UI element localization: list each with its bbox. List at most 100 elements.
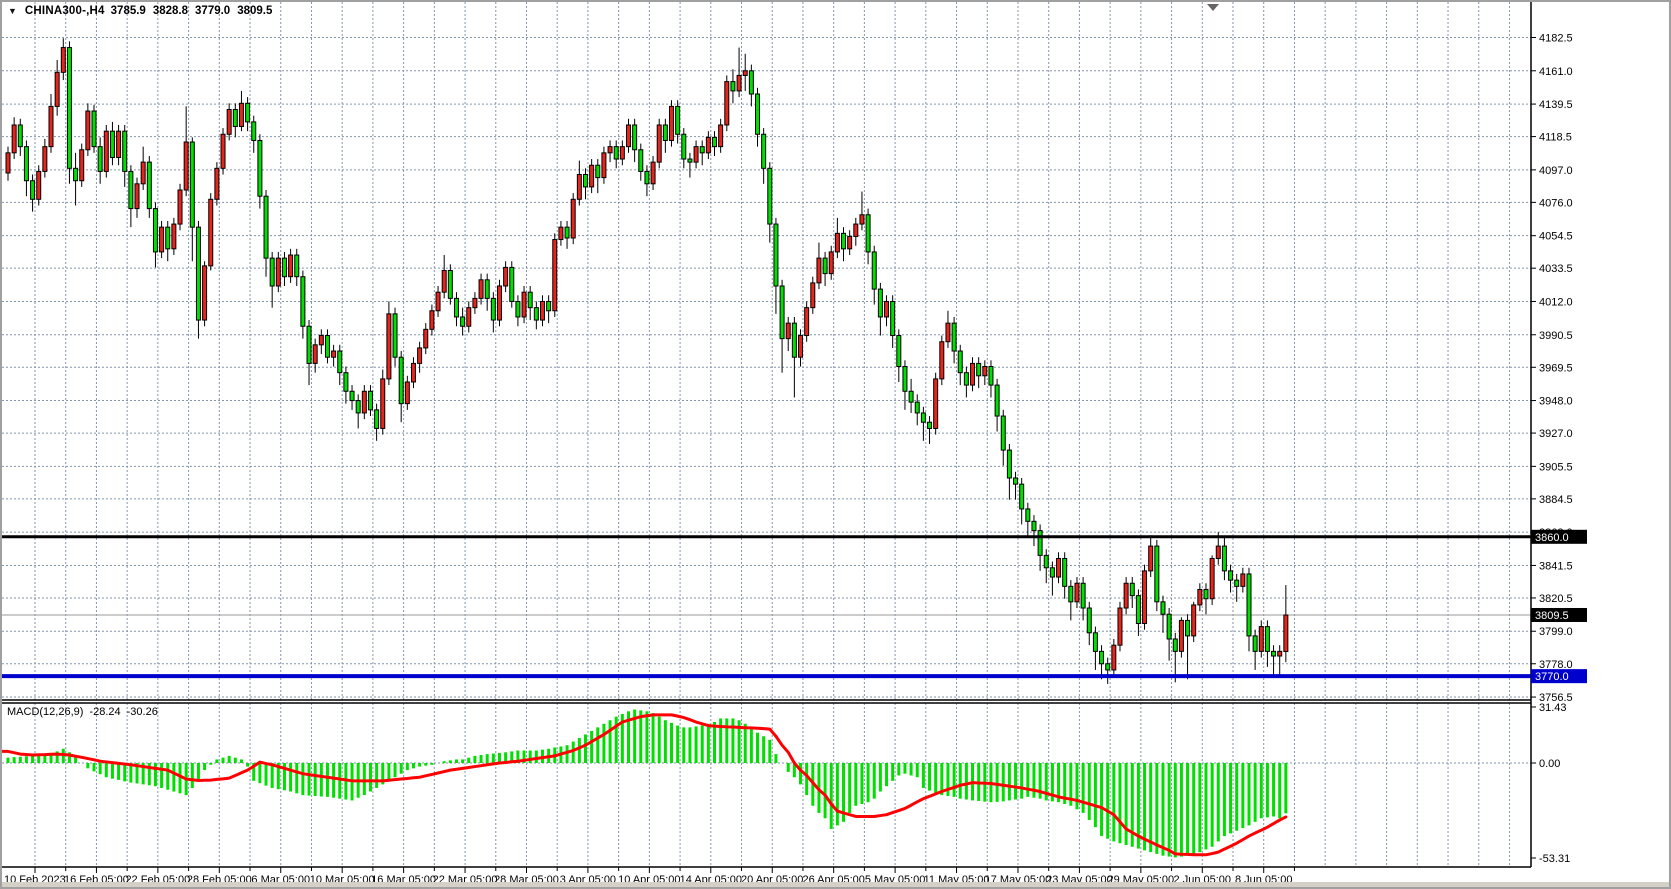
bear-candle: [957, 350, 963, 374]
bull-candle: [288, 254, 294, 278]
macd-bar: [706, 723, 710, 763]
price-tick-label: 3799.0: [1539, 626, 1573, 638]
macd-bar: [49, 754, 53, 763]
macd-bar: [123, 763, 127, 782]
bear-candle: [896, 335, 902, 367]
macd-bar: [842, 763, 846, 822]
macd-bar: [239, 759, 243, 763]
bull-candle: [970, 362, 976, 386]
bull-candle: [496, 285, 502, 321]
bull-candle: [810, 282, 816, 309]
bull-candle: [1178, 619, 1184, 652]
bull-candle: [785, 322, 791, 340]
macd-bar: [1136, 763, 1140, 849]
bear-candle: [675, 105, 681, 135]
macd-bar: [608, 720, 612, 763]
bull-candle: [1142, 570, 1148, 625]
bear-candle: [306, 325, 312, 364]
bull-candle: [539, 300, 545, 321]
bull-candle: [668, 105, 674, 141]
macd-bar: [1130, 763, 1134, 847]
bull-candle: [417, 347, 423, 364]
price-tick-label: 3778.0: [1539, 659, 1573, 671]
macd-bar: [1186, 763, 1190, 856]
bear-candle: [146, 161, 152, 210]
bear-candle: [1099, 650, 1105, 665]
macd-bar: [1222, 763, 1226, 837]
macd-bar: [1192, 763, 1196, 854]
macd-bar: [903, 763, 907, 774]
bull-candle: [804, 307, 810, 337]
macd-bar: [909, 763, 913, 776]
macd-bar: [731, 718, 735, 763]
macd-bar: [725, 718, 729, 763]
macd-bar: [915, 763, 919, 778]
bear-candle: [1006, 449, 1012, 479]
bull-candle: [1283, 614, 1289, 653]
macd-main-value: -28.24: [89, 706, 121, 718]
macd-bar: [227, 755, 231, 763]
bull-candle: [54, 71, 60, 107]
bull-candle: [386, 313, 392, 380]
macd-bar: [719, 718, 723, 763]
bull-candle: [503, 266, 509, 287]
symbol-dropdown-icon[interactable]: ▼: [8, 5, 17, 16]
bull-candle: [5, 152, 11, 174]
macd-bar: [276, 763, 280, 790]
macd-bar: [946, 763, 950, 796]
macd-bar: [442, 761, 446, 763]
macd-bar: [596, 727, 600, 763]
bull-candle: [238, 102, 244, 128]
macd-bar: [117, 763, 121, 780]
bull-candle: [116, 130, 122, 158]
bull-candle: [933, 378, 939, 429]
bull-candle: [847, 235, 853, 250]
macd-bar: [1100, 763, 1104, 837]
bear-candle: [644, 170, 650, 185]
bear-candle: [595, 164, 601, 179]
macd-bar: [885, 763, 889, 787]
macd-bar: [504, 752, 508, 763]
grid-layer: [2, 2, 1531, 867]
bull-candle: [36, 170, 42, 200]
bull-candle: [650, 161, 656, 185]
bear-candle: [1172, 638, 1178, 652]
bull-candle: [705, 136, 711, 154]
bear-candle: [1252, 635, 1258, 652]
price-badge-3770.0: 3770.0: [1531, 669, 1587, 684]
bull-candle: [171, 223, 177, 250]
macd-bar: [153, 763, 157, 787]
macd-bar: [6, 757, 10, 763]
bear-candle: [865, 214, 871, 253]
bull-candle: [275, 257, 281, 287]
bear-candle: [300, 276, 306, 327]
bull-candle: [1277, 650, 1283, 657]
macd-bar: [676, 725, 680, 763]
macd-bar: [282, 763, 286, 791]
price-tick-label: 3756.5: [1539, 692, 1573, 704]
macd-bar: [577, 738, 581, 763]
bull-candle: [318, 335, 324, 346]
price-badge-label: 3770.0: [1535, 671, 1569, 683]
macd-bar: [928, 763, 932, 791]
bear-candle: [1154, 545, 1160, 603]
price-tick-label: 4161.0: [1539, 66, 1573, 78]
macd-bar: [786, 763, 790, 772]
bull-candle: [558, 226, 564, 241]
macd-bar: [418, 763, 422, 767]
bull-candle: [42, 146, 48, 172]
macd-bar: [246, 763, 250, 767]
price-tick-label: 4033.5: [1539, 263, 1573, 275]
bull-candle: [945, 322, 951, 343]
bear-candle: [23, 146, 29, 182]
macd-bar: [737, 720, 741, 763]
bear-candle: [1234, 579, 1240, 587]
macd-bar: [319, 763, 323, 797]
macd-bar: [221, 757, 225, 763]
macd-bar: [614, 716, 618, 763]
macd-bar: [528, 750, 532, 763]
bull-candle: [601, 152, 607, 179]
chart-shift-marker-icon[interactable]: [1207, 4, 1219, 11]
price-axis-labels[interactable]: 4182.5 4161.0 4139.5 4118.5 4097.0 4076.0 4054…: [1531, 33, 1573, 866]
